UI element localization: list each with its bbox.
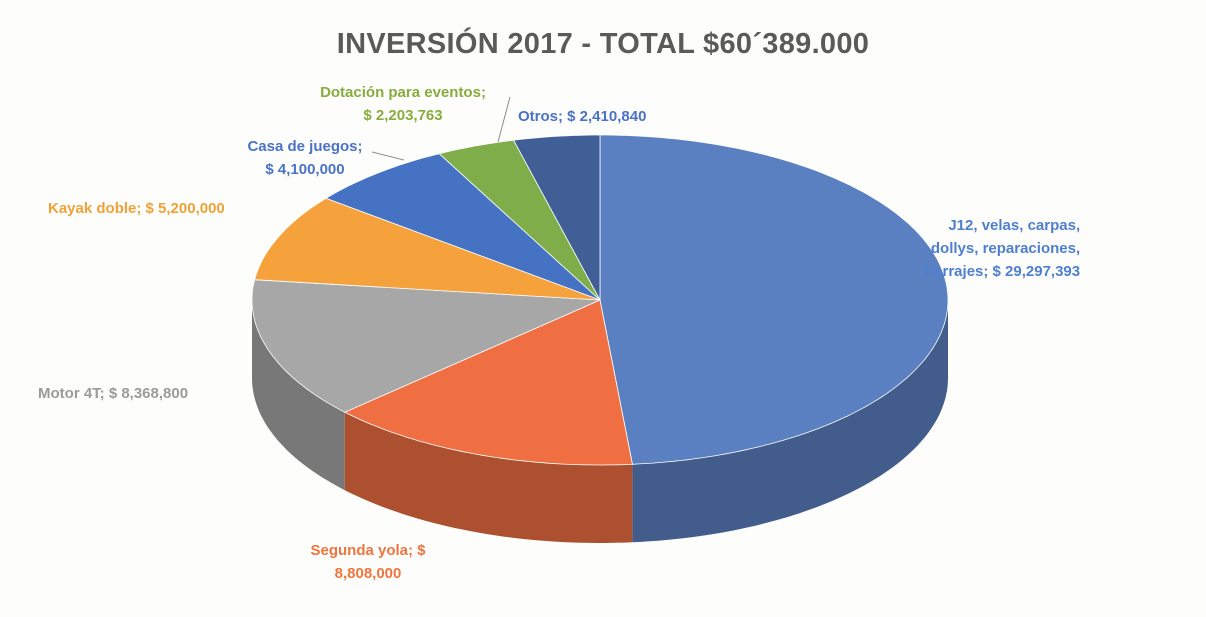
- chart-title: INVERSIÓN 2017 - TOTAL $60´389.000: [336, 28, 870, 60]
- label-casa-de-juegos: Casa de juegos; $ 4,100,000: [247, 138, 363, 178]
- pie-slice-dotacion-para-eventos: [438, 139, 601, 301]
- leader-line-casa-de-juegos: [371, 151, 405, 161]
- label-dotacion-eventos: Dotación para eventos; $ 2,203,763: [320, 84, 486, 124]
- pie-slice-j12-velas-carpas-dollys-reparaciones-herrajes: [599, 134, 949, 465]
- pie-slice-casa-de-juegos: [325, 153, 601, 301]
- pie-side-j12-velas-carpas-dollys-reparaciones-herrajes: [632, 300, 948, 543]
- label-segunda-yola: Segunda yola; $ 8,808,000: [310, 542, 426, 582]
- pie-side-segunda-yola: [344, 412, 633, 543]
- pie-slice-kayak-doble: [254, 197, 601, 301]
- label-otros: Otros; $ 2,410,840: [518, 108, 647, 125]
- label-motor-4t: Motor 4T; $ 8,368,800: [38, 385, 189, 402]
- label-kayak-doble: Kayak doble; $ 5,200,000: [48, 200, 225, 217]
- label-j12: J12, velas, carpas, dollys, reparaciones…: [925, 217, 1081, 280]
- pie-slice-segunda-yola: [343, 299, 633, 466]
- leader-line-dotacion-eventos: [497, 96, 511, 143]
- pie-slice-otros: [512, 134, 601, 301]
- pie-side-motor-4t: [252, 300, 345, 491]
- pie-slice-motor-4t: [251, 279, 601, 413]
